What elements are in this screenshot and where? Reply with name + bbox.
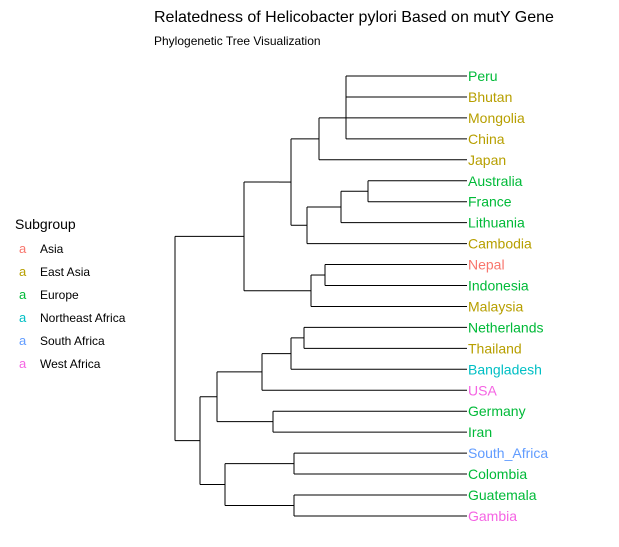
tip-label: Mongolia bbox=[468, 110, 525, 126]
legend-label: Asia bbox=[40, 242, 64, 256]
legend-label: Europe bbox=[40, 288, 79, 302]
tip-label: Malaysia bbox=[468, 298, 523, 314]
legend-label: West Africa bbox=[40, 357, 101, 371]
tip-label: China bbox=[468, 131, 505, 147]
tip-label: Lithuania bbox=[468, 215, 525, 231]
legend-label: Northeast Africa bbox=[40, 311, 126, 325]
tip-label: Cambodia bbox=[468, 236, 532, 252]
tip-label: Iran bbox=[468, 424, 492, 440]
tip-label: USA bbox=[468, 382, 497, 398]
legend-key: a bbox=[19, 264, 27, 279]
tip-label: Nepal bbox=[468, 257, 505, 273]
tip-label: Japan bbox=[468, 152, 506, 168]
legend-title: Subgroup bbox=[15, 216, 76, 232]
legend-label: South Africa bbox=[40, 334, 105, 348]
tip-label: Bhutan bbox=[468, 89, 512, 105]
tip-labels: Peru Bhutan Mongolia China Japan Australia Fra… bbox=[468, 68, 548, 524]
legend-label: East Asia bbox=[40, 265, 90, 279]
tree-branches bbox=[174, 75, 467, 517]
legend-key: a bbox=[19, 333, 27, 348]
tip-label: Indonesia bbox=[468, 278, 529, 294]
tip-label: South_Africa bbox=[468, 445, 548, 461]
tip-label: Australia bbox=[468, 173, 523, 189]
legend-key: a bbox=[19, 287, 27, 302]
legend-key: a bbox=[19, 356, 27, 371]
tip-label: Peru bbox=[468, 68, 498, 84]
tip-label: Colombia bbox=[468, 466, 527, 482]
tip-label: Guatemala bbox=[468, 487, 537, 503]
legend-key: a bbox=[19, 241, 27, 256]
legend-key: a bbox=[19, 310, 27, 325]
chart-subtitle: Phylogenetic Tree Visualization bbox=[154, 34, 321, 48]
chart-title: Relatedness of Helicobacter pylori Based… bbox=[154, 9, 554, 26]
tip-label: France bbox=[468, 194, 512, 210]
tip-label: Thailand bbox=[468, 340, 522, 356]
tip-label: Germany bbox=[468, 403, 526, 419]
tip-label: Bangladesh bbox=[468, 361, 542, 377]
tip-label: Gambia bbox=[468, 508, 517, 524]
tip-label: Netherlands bbox=[468, 319, 544, 335]
